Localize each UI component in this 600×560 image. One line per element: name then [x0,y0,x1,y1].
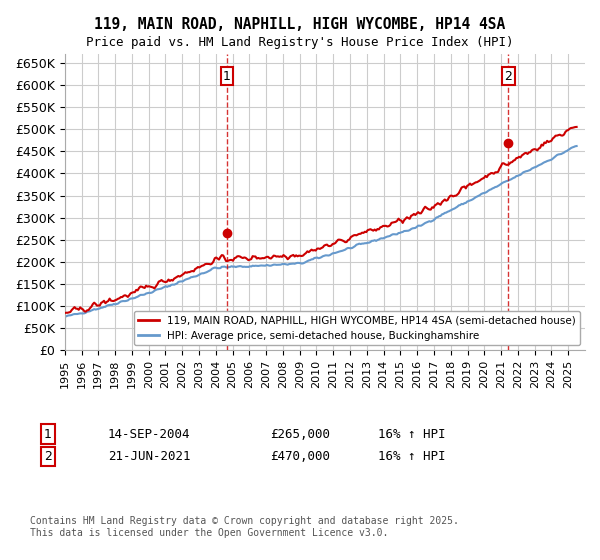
Text: 1: 1 [44,427,52,441]
Text: 2: 2 [504,70,512,83]
Legend: 119, MAIN ROAD, NAPHILL, HIGH WYCOMBE, HP14 4SA (semi-detached house), HPI: Aver: 119, MAIN ROAD, NAPHILL, HIGH WYCOMBE, H… [134,311,580,345]
Text: Price paid vs. HM Land Registry's House Price Index (HPI): Price paid vs. HM Land Registry's House … [86,36,514,49]
Text: 1: 1 [223,70,231,83]
Text: £265,000: £265,000 [270,427,330,441]
Text: 2: 2 [44,450,52,463]
Text: 16% ↑ HPI: 16% ↑ HPI [378,427,445,441]
Text: Contains HM Land Registry data © Crown copyright and database right 2025.
This d: Contains HM Land Registry data © Crown c… [30,516,459,538]
Text: 21-JUN-2021: 21-JUN-2021 [108,450,191,463]
Text: £470,000: £470,000 [270,450,330,463]
Text: 14-SEP-2004: 14-SEP-2004 [108,427,191,441]
Text: 16% ↑ HPI: 16% ↑ HPI [378,450,445,463]
Text: 119, MAIN ROAD, NAPHILL, HIGH WYCOMBE, HP14 4SA: 119, MAIN ROAD, NAPHILL, HIGH WYCOMBE, H… [94,17,506,32]
